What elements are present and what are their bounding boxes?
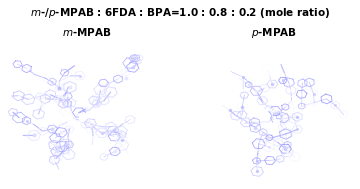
Point <box>63 142 69 145</box>
Point <box>243 121 249 124</box>
Point <box>58 131 64 134</box>
Point <box>94 102 99 105</box>
Point <box>252 126 258 129</box>
Point <box>16 94 22 97</box>
Point <box>240 76 246 79</box>
Point <box>31 134 37 137</box>
Point <box>80 114 86 117</box>
Point <box>60 102 66 105</box>
Point <box>280 79 286 82</box>
Point <box>294 115 300 118</box>
Point <box>24 67 30 70</box>
Text: $\mathit{p}$-MPAB: $\mathit{p}$-MPAB <box>251 26 297 40</box>
Point <box>332 104 338 107</box>
Point <box>78 119 84 122</box>
Point <box>56 86 62 89</box>
Point <box>39 102 45 105</box>
Point <box>284 151 290 154</box>
Point <box>84 107 90 110</box>
Point <box>239 105 245 108</box>
Point <box>99 132 105 135</box>
Point <box>57 97 63 100</box>
Point <box>118 130 124 133</box>
Point <box>119 139 125 142</box>
Point <box>288 89 294 92</box>
Point <box>49 80 55 83</box>
Point <box>74 122 80 125</box>
Point <box>112 150 118 153</box>
Point <box>66 114 71 117</box>
Point <box>227 109 233 112</box>
Point <box>131 57 136 60</box>
Point <box>96 96 102 99</box>
Text: $\mathit{m}$-/$\mathit{p}$-MPAB : 6FDA : BPA=1.0 : 0.8 : 0.2 (mole ratio): $\mathit{m}$-/$\mathit{p}$-MPAB : 6FDA :… <box>30 6 330 20</box>
Point <box>280 116 285 119</box>
Point <box>254 170 260 173</box>
Point <box>90 135 96 138</box>
Text: $\mathit{m}$-MPAB: $\mathit{m}$-MPAB <box>62 26 111 38</box>
Point <box>68 121 74 124</box>
Point <box>273 112 279 115</box>
Point <box>254 159 260 162</box>
Point <box>55 98 61 101</box>
Point <box>111 129 116 132</box>
Point <box>24 119 30 122</box>
Point <box>299 93 305 96</box>
Point <box>67 86 73 89</box>
Point <box>80 116 85 119</box>
Point <box>123 77 129 80</box>
Point <box>104 83 110 86</box>
Point <box>294 128 300 131</box>
Point <box>282 147 288 150</box>
Point <box>311 92 316 95</box>
Point <box>71 118 77 121</box>
Point <box>261 111 267 114</box>
Point <box>270 83 275 86</box>
Point <box>246 83 252 86</box>
Point <box>130 66 136 69</box>
Point <box>51 144 57 147</box>
Point <box>54 150 60 153</box>
Point <box>266 108 272 111</box>
Point <box>266 146 272 149</box>
Point <box>51 159 57 162</box>
Point <box>119 133 125 136</box>
Point <box>49 128 55 131</box>
Point <box>273 120 279 123</box>
Point <box>272 109 278 112</box>
Point <box>253 89 259 92</box>
Point <box>77 74 82 77</box>
